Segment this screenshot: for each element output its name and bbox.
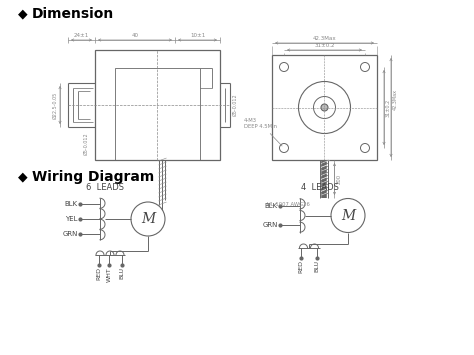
Text: 31±0.2: 31±0.2 (314, 43, 335, 48)
Text: Ø22.5-0.05: Ø22.5-0.05 (53, 91, 58, 119)
Text: GRN: GRN (263, 222, 278, 228)
Text: 31±0.2: 31±0.2 (386, 98, 391, 116)
Text: Wiring Diagram: Wiring Diagram (32, 170, 154, 184)
Text: 24±1: 24±1 (74, 33, 89, 38)
Text: BLU: BLU (315, 260, 319, 272)
Text: RED: RED (299, 260, 303, 273)
Text: 4-M3
DEEP 4.5Min: 4-M3 DEEP 4.5Min (244, 118, 282, 146)
Text: BLK: BLK (265, 203, 278, 209)
Text: 6  LEADS: 6 LEADS (86, 183, 124, 192)
Text: WHT: WHT (107, 267, 111, 282)
Text: 200: 200 (337, 174, 341, 184)
Text: Dimension: Dimension (32, 7, 114, 21)
Text: 4  LEADS: 4 LEADS (301, 183, 339, 192)
Text: 40: 40 (131, 33, 138, 38)
Bar (272, 55, 377, 160)
Circle shape (321, 104, 328, 111)
Text: ◆: ◆ (18, 7, 27, 20)
Text: BLK: BLK (65, 201, 78, 207)
Text: 42.3Max: 42.3Max (313, 36, 337, 41)
Text: Ø5-0.012: Ø5-0.012 (83, 132, 89, 155)
Text: 10±1: 10±1 (190, 33, 205, 38)
Text: RED: RED (97, 267, 101, 280)
Text: 42.3Max: 42.3Max (393, 89, 398, 110)
Text: BLU: BLU (119, 267, 125, 279)
Text: UL 1007 AWG26: UL 1007 AWG26 (267, 202, 310, 207)
Text: M: M (341, 208, 355, 223)
Text: M: M (141, 212, 155, 226)
Text: GRN: GRN (63, 231, 78, 237)
Text: ◆: ◆ (18, 170, 27, 183)
Text: YEL: YEL (65, 216, 78, 222)
Bar (95, 50, 220, 160)
Text: Ø5-0.012: Ø5-0.012 (233, 94, 238, 116)
Bar (115, 68, 200, 160)
